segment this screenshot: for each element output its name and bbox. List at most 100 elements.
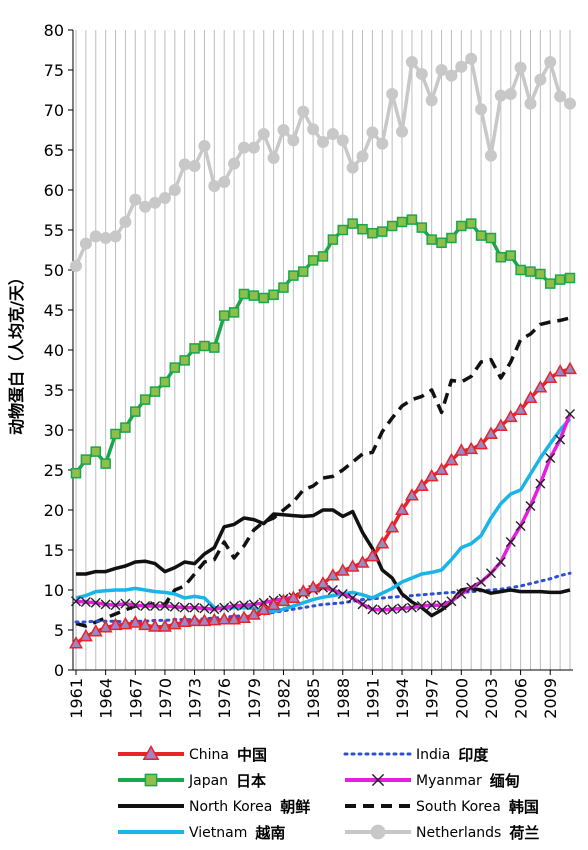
point-china-1997: [424, 468, 439, 482]
point-myanmar-2008: [535, 478, 546, 489]
point-japan-1972: [179, 355, 190, 366]
point-japan-1985: [307, 255, 319, 266]
point-netherlands-1983: [287, 134, 300, 147]
point-china-1999: [444, 452, 459, 466]
point-netherlands-1968: [139, 200, 152, 213]
point-myanmar-1976: [219, 602, 230, 613]
point-netherlands-1980: [257, 128, 270, 140]
point-china-2010: [553, 364, 568, 377]
legend-label-india: India: [416, 747, 450, 763]
point-myanmar-1988: [337, 589, 348, 599]
point-netherlands-1964: [99, 232, 112, 244]
point-china-1986: [316, 576, 330, 589]
point-myanmar-2002: [476, 577, 487, 587]
x-tick-label-1961: 1961: [67, 678, 86, 719]
legend-label-myanmar: Myanmar: [416, 773, 482, 789]
point-netherlands-1989: [346, 161, 359, 174]
point-myanmar-2009: [545, 453, 556, 463]
legend-item-china: China 中国: [118, 744, 267, 764]
legend-label-zh-india: 印度: [458, 746, 489, 764]
point-japan-1982: [278, 282, 289, 293]
point-netherlands-1981: [267, 152, 280, 164]
point-china-1962: [78, 628, 93, 642]
point-japan-1987: [327, 234, 339, 245]
point-netherlands-1984: [297, 105, 310, 118]
point-china-1977: [227, 612, 242, 625]
point-myanmar-1997: [426, 600, 437, 611]
legend-marker-myanmar: [371, 773, 385, 787]
point-japan-1977: [228, 307, 240, 318]
point-myanmar-1975: [209, 604, 220, 615]
point-japan-1986: [317, 251, 329, 262]
point-china-2011: [563, 361, 577, 375]
point-japan-1984: [297, 266, 309, 277]
point-china-1973: [187, 613, 202, 627]
point-china-1982: [276, 593, 291, 607]
point-china-1978: [236, 610, 251, 623]
point-netherlands-1997: [425, 94, 438, 107]
point-myanmar-1979: [248, 599, 259, 610]
point-japan-1990: [357, 223, 368, 235]
point-china-1981: [266, 597, 281, 611]
point-japan-1966: [120, 422, 131, 433]
point-netherlands-1978: [237, 141, 250, 154]
y-tick-label-0: 0: [54, 661, 64, 680]
legend-label-netherlands: Netherlands: [416, 825, 501, 841]
point-myanmar-1990: [357, 599, 368, 610]
x-tick-label-1994: 1994: [393, 678, 412, 719]
point-japan-2010: [554, 274, 566, 285]
point-netherlands-1972: [178, 158, 191, 171]
point-china-1961: [69, 636, 83, 649]
point-netherlands-1986: [317, 136, 329, 148]
point-china-1989: [345, 559, 360, 572]
point-japan-1995: [406, 214, 418, 225]
point-netherlands-1979: [247, 141, 260, 154]
point-japan-1991: [367, 227, 378, 239]
point-china-2009: [543, 370, 558, 383]
point-myanmar-1993: [387, 604, 398, 615]
y-tick-label-30: 30: [44, 421, 64, 440]
legend: China 中国 India 印度 Japan 日本 Myanmar 缅甸 North Kore…: [118, 744, 539, 842]
point-japan-1996: [416, 222, 428, 233]
point-china-1996: [414, 478, 429, 491]
point-myanmar-1974: [199, 603, 210, 614]
x-tick-label-1973: 1973: [186, 678, 205, 719]
point-netherlands-1999: [445, 69, 458, 82]
point-china-1991: [365, 548, 380, 562]
point-netherlands-1974: [198, 140, 211, 152]
point-china-1992: [375, 536, 390, 549]
legend-label-vietnam: Vietnam: [189, 825, 247, 841]
y-tick-label-20: 20: [44, 501, 64, 520]
x-tick-label-1970: 1970: [156, 678, 175, 719]
x-tick-label-1964: 1964: [97, 678, 116, 719]
legend-marker-japan: [144, 773, 158, 787]
point-netherlands-2008: [534, 73, 547, 86]
point-japan-1993: [386, 220, 398, 232]
point-myanmar-1987: [327, 585, 338, 595]
legend-item-myanmar: Myanmar 缅甸: [345, 772, 520, 790]
point-china-1974: [197, 613, 212, 627]
point-china-1970: [157, 619, 172, 632]
legend-label-zh-japan: 日本: [236, 772, 266, 790]
point-china-2000: [454, 443, 469, 456]
point-japan-2007: [525, 266, 536, 277]
point-myanmar-1991: [367, 604, 378, 615]
point-japan-1963: [90, 446, 102, 457]
point-japan-1979: [248, 290, 260, 301]
point-netherlands-1990: [356, 150, 369, 163]
point-myanmar-1964: [100, 599, 111, 610]
point-china-1968: [138, 617, 153, 631]
point-china-2007: [523, 390, 538, 403]
point-myanmar-1971: [169, 601, 180, 612]
point-netherlands-1992: [376, 137, 389, 150]
point-myanmar-1970: [159, 601, 170, 611]
legend-label-zh-myanmar: 缅甸: [490, 772, 520, 790]
point-japan-1980: [258, 292, 269, 304]
series-line-india: [74, 571, 572, 624]
point-netherlands-1993: [386, 88, 399, 100]
point-china-1993: [385, 520, 400, 533]
point-myanmar-1995: [406, 602, 417, 613]
point-japan-1973: [189, 343, 200, 354]
y-tick-label-50: 50: [44, 261, 64, 280]
point-japan-2011: [564, 272, 576, 284]
